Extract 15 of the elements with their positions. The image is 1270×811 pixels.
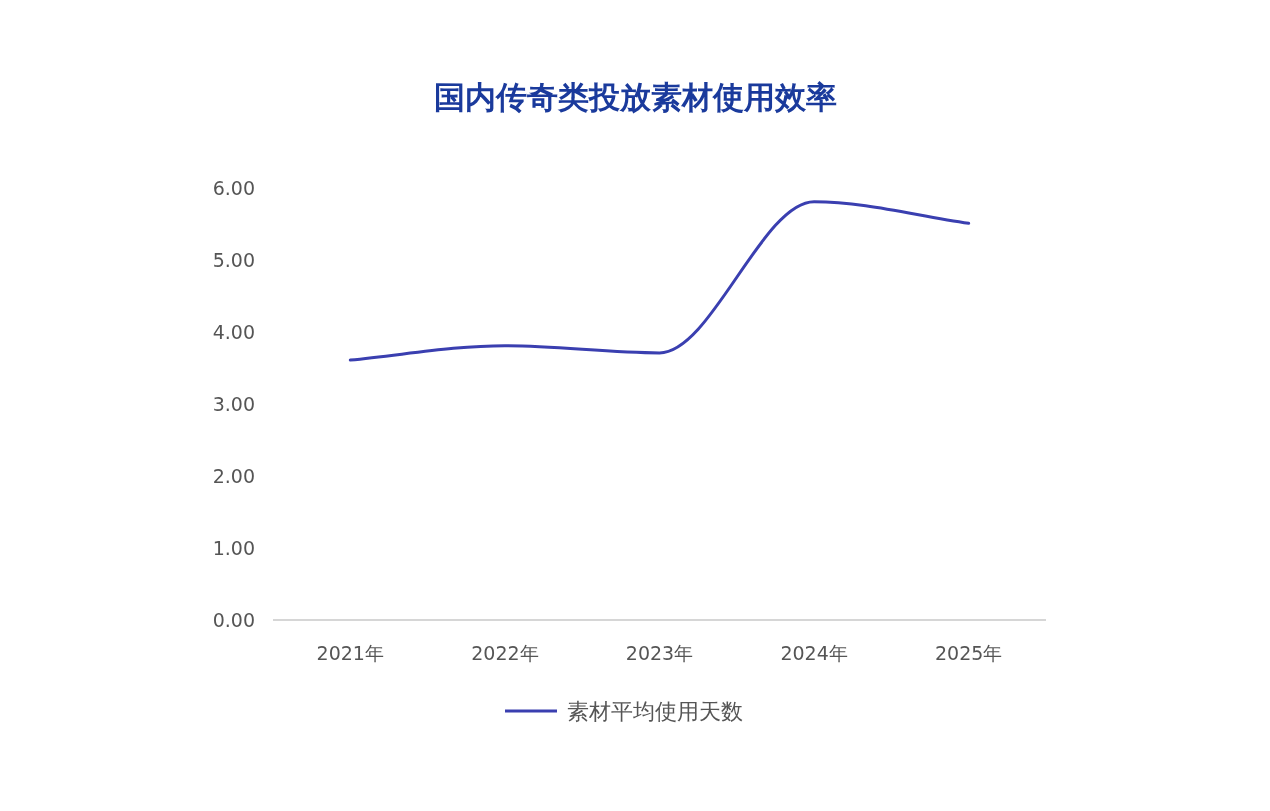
y-tick-label: 3.00 bbox=[212, 393, 255, 415]
x-tick-label: 2021年 bbox=[316, 642, 384, 664]
y-tick-label: 5.00 bbox=[212, 249, 255, 271]
y-tick-label: 6.00 bbox=[212, 177, 255, 199]
y-tick-label: 4.00 bbox=[212, 321, 255, 343]
x-tick-label: 2024年 bbox=[780, 642, 848, 664]
x-tick-label: 2023年 bbox=[625, 642, 694, 664]
y-tick-label: 0.00 bbox=[212, 609, 255, 631]
chart-title: 国内传奇类投放素材使用效率 bbox=[433, 79, 837, 115]
x-tick-label: 2022年 bbox=[471, 642, 539, 664]
x-tick-label: 2025年 bbox=[935, 642, 1003, 664]
line-series bbox=[348, 200, 971, 362]
y-tick-label: 2.00 bbox=[212, 465, 255, 487]
y-tick-label: 1.00 bbox=[212, 537, 255, 559]
legend-label: 素材平均使用天数 bbox=[567, 699, 743, 724]
